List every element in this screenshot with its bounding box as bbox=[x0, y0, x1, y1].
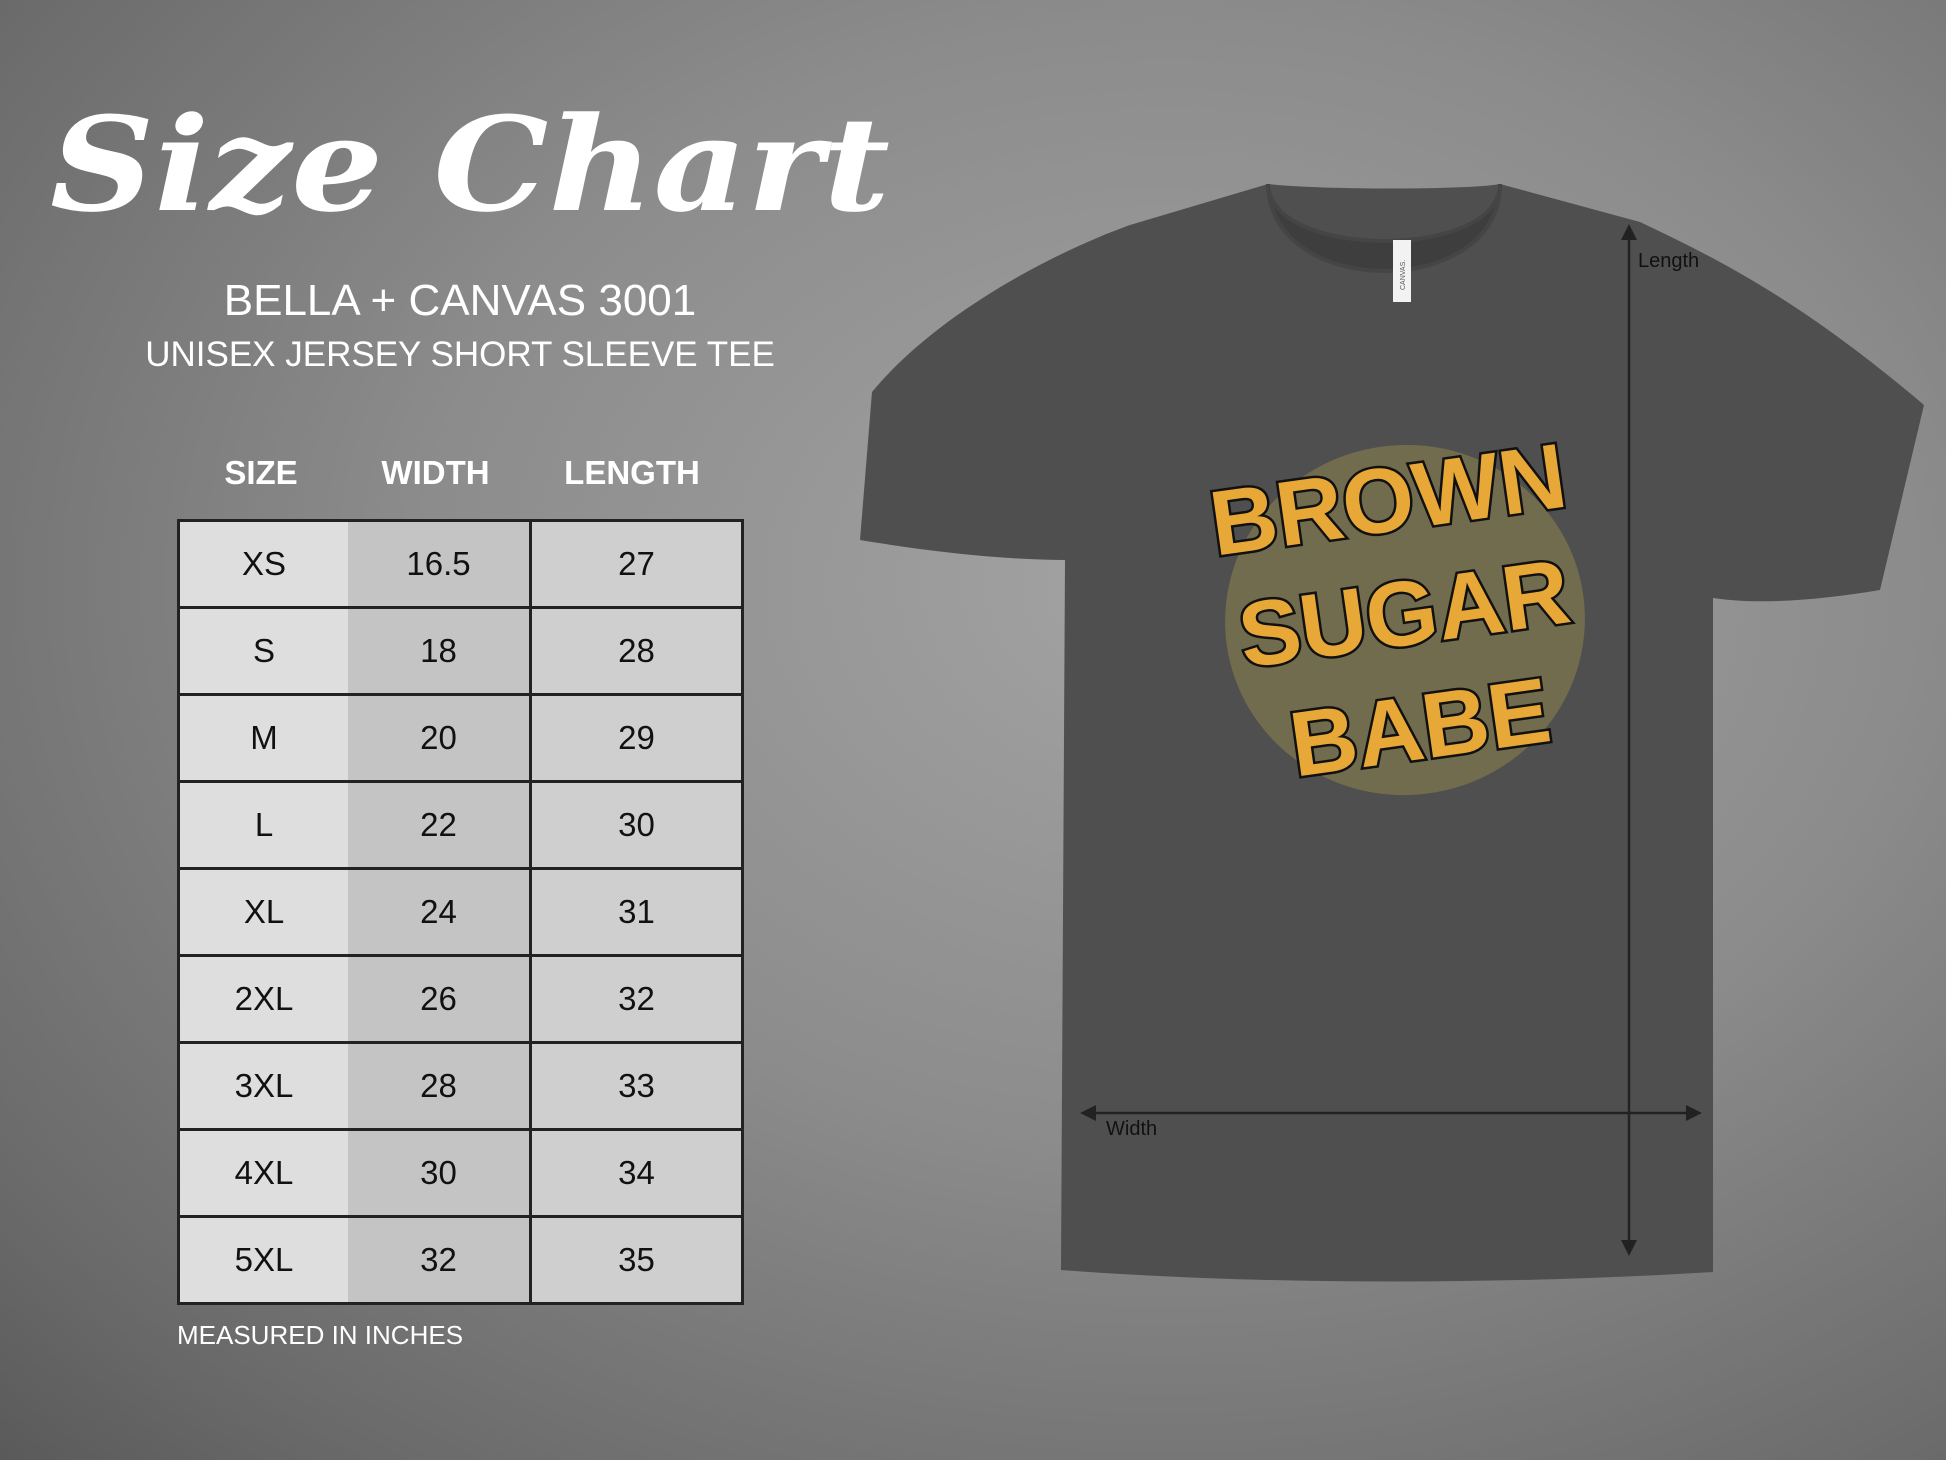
svg-text:Size Chart: Size Chart bbox=[50, 88, 890, 241]
tshirt-collar bbox=[1266, 183, 1502, 273]
table-row: L 22 30 bbox=[178, 780, 743, 870]
width-cell: 26 bbox=[348, 954, 532, 1044]
size-table: XS 16.5 27 S 18 28 M 20 29 L 22 30 XL 24 31 2XL 26 32 3XL 2… bbox=[177, 519, 744, 1305]
column-header-size: SIZE bbox=[224, 454, 298, 491]
length-label: Length bbox=[1638, 250, 1700, 272]
measurement-note: MEASURED IN INCHES bbox=[177, 1320, 464, 1350]
neck-tag: CANVAS. bbox=[1393, 240, 1411, 302]
column-header-length: LENGTH bbox=[564, 454, 700, 491]
column-header-width: WIDTH bbox=[381, 454, 490, 491]
size-cell: 4XL bbox=[178, 1128, 348, 1218]
width-cell: 28 bbox=[348, 1041, 532, 1131]
length-cell: 28 bbox=[530, 606, 743, 696]
length-cell: 29 bbox=[530, 693, 743, 783]
brand-model: BELLA + CANVAS 3001 bbox=[223, 276, 697, 325]
table-row: XL 24 31 bbox=[178, 867, 743, 957]
width-cell: 16.5 bbox=[348, 519, 532, 609]
size-cell: 2XL bbox=[178, 954, 348, 1044]
table-row: XS 16.5 27 bbox=[178, 519, 743, 609]
length-cell: 27 bbox=[530, 519, 743, 609]
length-cell: 33 bbox=[530, 1041, 743, 1131]
table-row: 2XL 26 32 bbox=[178, 954, 743, 1044]
width-cell: 30 bbox=[348, 1128, 532, 1218]
width-label: Width bbox=[1106, 1118, 1158, 1140]
size-cell: M bbox=[178, 693, 348, 783]
table-row: 3XL 28 33 bbox=[178, 1041, 743, 1131]
width-arrow bbox=[1080, 1105, 1702, 1121]
size-cell: L bbox=[178, 780, 348, 870]
size-cell: XS bbox=[178, 519, 348, 609]
size-chart-title: Size Chart bbox=[50, 88, 890, 241]
shirt-graphic: BROWN SUGAR BABE bbox=[1201, 422, 1585, 799]
table-row: M 20 29 bbox=[178, 693, 743, 783]
table-row: S 18 28 bbox=[178, 606, 743, 696]
size-cell: XL bbox=[178, 867, 348, 957]
length-cell: 31 bbox=[530, 867, 743, 957]
size-cell: 3XL bbox=[178, 1041, 348, 1131]
length-cell: 34 bbox=[530, 1128, 743, 1218]
product-subtitle: UNISEX JERSEY SHORT SLEEVE TEE bbox=[145, 335, 775, 374]
tshirt-body bbox=[860, 184, 1924, 1282]
length-cell: 32 bbox=[530, 954, 743, 1044]
table-row: 5XL 32 35 bbox=[178, 1215, 743, 1305]
width-cell: 32 bbox=[348, 1215, 532, 1305]
width-cell: 18 bbox=[348, 606, 532, 696]
size-cell: S bbox=[178, 606, 348, 696]
size-cell: 5XL bbox=[178, 1215, 348, 1305]
length-cell: 30 bbox=[530, 780, 743, 870]
width-cell: 20 bbox=[348, 693, 532, 783]
svg-text:CANVAS.: CANVAS. bbox=[1400, 260, 1407, 290]
length-cell: 35 bbox=[530, 1215, 743, 1305]
length-arrow bbox=[1621, 224, 1637, 1256]
table-row: 4XL 30 34 bbox=[178, 1128, 743, 1218]
width-cell: 22 bbox=[348, 780, 532, 870]
width-cell: 24 bbox=[348, 867, 532, 957]
